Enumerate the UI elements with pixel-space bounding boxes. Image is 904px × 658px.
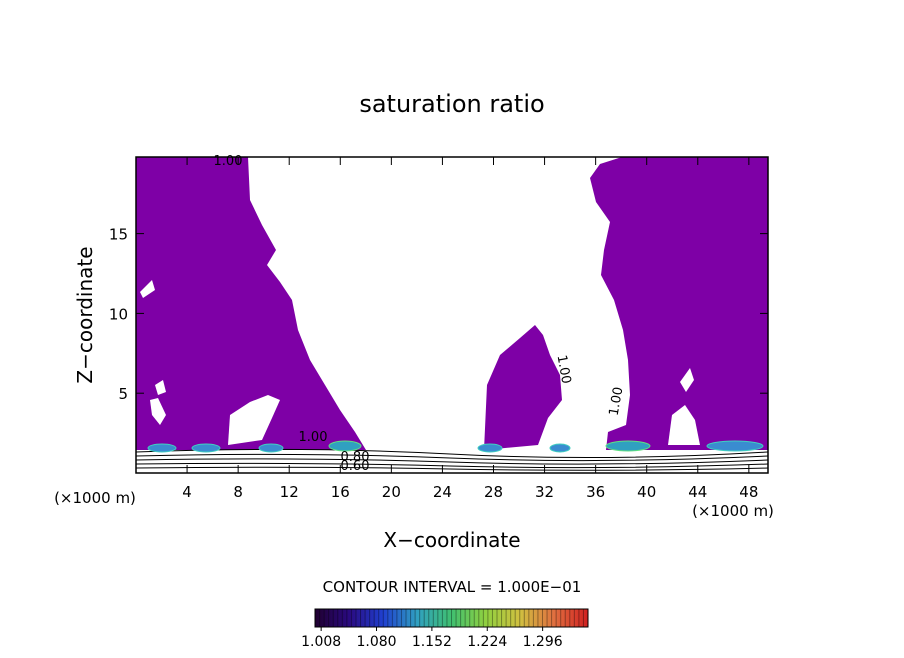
x-tick-label: 4 [182,483,192,501]
contour-interval: CONTOUR INTERVAL = 1.000E−01 [323,578,582,596]
chart-title: saturation ratio [359,90,544,118]
cloud-spots [147,440,764,453]
y-unit-label: (×1000 m) [692,502,774,520]
y-tick-label: 5 [118,385,128,403]
y-tick-label: 15 [109,226,128,244]
contour-label: 0.80 [341,450,370,465]
contour-label: 1.00 [214,154,243,169]
plot-frame [135,156,769,474]
x-tick-label: 32 [535,483,554,501]
colorbar-tick-label: 1.008 [301,634,341,650]
contour-fill [590,157,768,450]
x-tick-label: 20 [382,483,401,501]
contour-label: 1.00 [607,386,627,417]
contour-fills [136,157,768,450]
x-tick-label: 12 [280,483,299,501]
colorbar-tick-label: 1.080 [356,634,396,650]
x-unit-label: (×1000 m) [54,489,136,507]
x-tick-label: 8 [233,483,243,501]
contour-fill [136,157,366,450]
y-tick-label: 10 [109,305,128,323]
x-tick-label: 48 [739,483,758,501]
contour-label: 0.60 [341,459,370,474]
x-tick-label: 24 [433,483,452,501]
contour-fill [484,325,562,450]
colorbar-tick-label: 1.296 [523,634,563,650]
colorbar-tick-label: 1.152 [412,634,452,650]
x-tick-label: 44 [688,483,707,501]
x-tick-label: 36 [586,483,605,501]
x-tick-label: 40 [637,483,656,501]
colorbar-tick-label: 1.224 [467,634,507,650]
x-tick-label: 28 [484,483,503,501]
y-axis-title: Z−coordinate [73,246,97,383]
x-tick-label: 16 [331,483,350,501]
colorbar [314,608,589,628]
x-axis-title: X−coordinate [383,528,520,552]
contour-label: 1.00 [299,430,328,445]
contour-label: 1.00 [554,354,574,385]
